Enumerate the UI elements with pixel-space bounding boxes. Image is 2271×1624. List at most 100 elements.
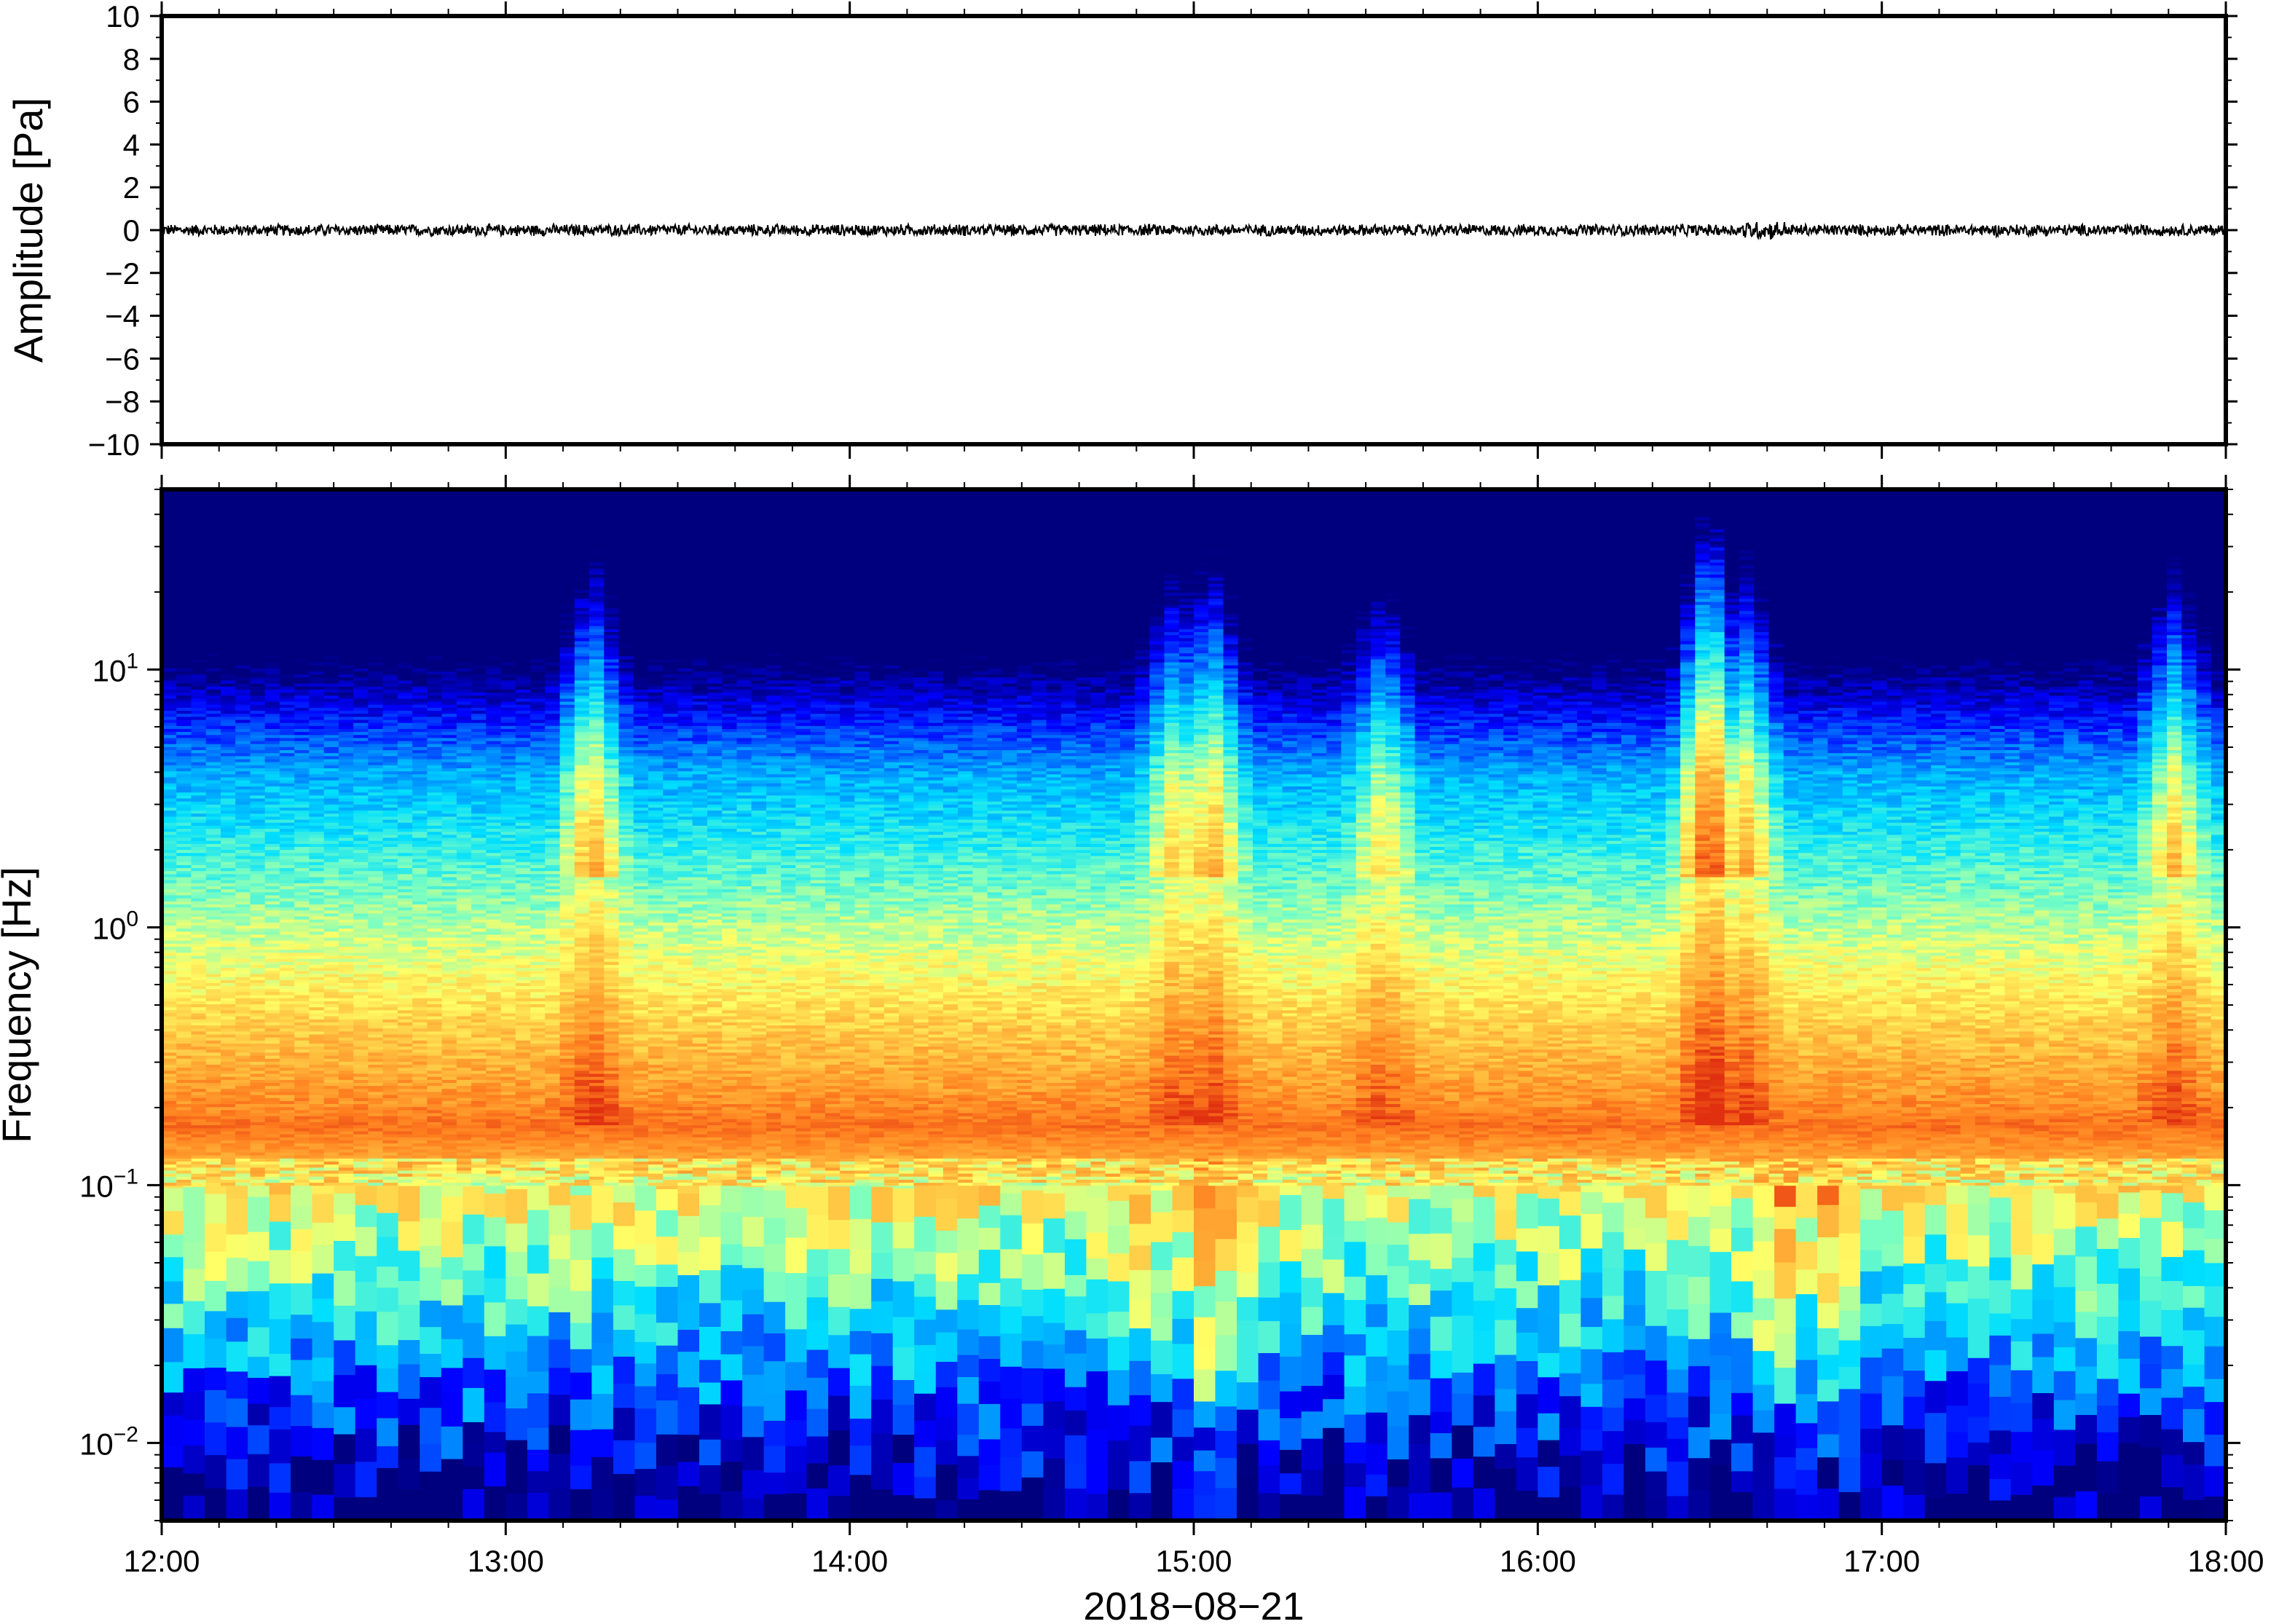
spectrogram-cell [1064,1462,1087,1489]
spectrogram-cell [162,925,178,929]
spectrogram-cell [176,931,192,935]
spectrogram-cell [162,1140,178,1144]
spectrogram-cell [162,804,178,808]
spectrogram-cell [1602,1463,1625,1495]
spectrogram-cell [191,1079,207,1083]
spectrogram-cell [191,985,207,990]
spectrogram-cell [176,843,192,847]
spectrogram-cell [978,1489,1001,1521]
spectrogram-cell [463,1294,485,1323]
spectrogram-cell [1623,1491,1646,1521]
spectrogram-cell [1559,1427,1582,1456]
spectrogram-cell [205,1389,227,1423]
spectrogram-cell [162,973,178,977]
spectrogram-cell [1881,1459,1905,1486]
spectrogram-cell [1107,1336,1130,1371]
spectrogram-cell [1946,1336,1969,1371]
spectrogram-cell [176,1182,192,1186]
spectrogram-cell [162,713,178,717]
spectrogram-cell [205,1367,227,1390]
spectrogram-cell [1280,1473,1302,1494]
spectrogram-cell [162,698,178,702]
spectrogram-cell [1344,1486,1367,1521]
spectrogram-cell [162,864,178,869]
amplitude-y-tick-label: 10 [106,0,140,33]
spectrogram-cell [176,979,192,983]
spectrogram-cell [1688,1426,1711,1459]
spectrogram-cell [191,1122,207,1126]
spectrogram-cell [613,1383,636,1408]
spectrogram-cell [176,511,192,515]
spectrogram-cell [1043,1487,1066,1521]
spectrogram-cell [176,543,192,548]
spectrogram-cell [355,1398,378,1430]
spectrogram-cell [1752,1486,1775,1521]
spectrogram-cell [505,1188,528,1224]
spectrogram-cell [742,1215,765,1247]
spectrogram-cell [269,1428,292,1464]
spectrogram-cell [1086,1185,1109,1197]
spectrogram-cell [441,1256,464,1280]
spectrogram-cell [176,800,192,805]
spectrogram-cell [191,1057,207,1062]
spectrogram-cell [162,900,178,904]
spectrogram-cell [176,1122,192,1126]
spectrogram-cell [191,997,207,1001]
spectrogram-cell [548,1424,571,1454]
spectrogram-cell [1645,1185,1668,1187]
spectrogram-cell [634,1363,657,1387]
spectrogram-cell [176,707,192,712]
spectrogram-cell [1795,1185,1819,1218]
spectrogram-cell [1237,1296,1259,1321]
spectrogram-cell [398,1457,421,1489]
spectrogram-cell [1387,1364,1410,1392]
spectrogram-cell [1731,1312,1754,1339]
spectrogram-cell [1516,1185,1539,1194]
spectrogram-cell [1709,1205,1732,1229]
spectrogram-cell [505,1251,528,1277]
spectrogram-cell [2032,1392,2055,1419]
spectrogram-cell [176,982,192,987]
spectrogram-cell [441,1392,464,1427]
spectrogram-cell [162,556,178,560]
spectrogram-cell [505,1223,528,1253]
spectrogram-cell [1860,1249,1883,1272]
spectrogram-cell [162,716,178,720]
spectrogram-cell [1430,1207,1453,1234]
spectrogram-cell [162,967,178,971]
spectrogram-cell [2032,1298,2055,1334]
spectrogram-cell [291,1282,313,1315]
spectrogram-cell [2183,1285,2205,1308]
spectrogram-cell [162,813,178,817]
spectrogram-cell [1452,1198,1474,1222]
spectrogram-cell [162,779,178,784]
spectrogram-cell [1538,1197,1560,1226]
spectrogram-cell [591,1185,614,1193]
spectrogram-cell [1301,1306,1324,1335]
spectrogram-cell [1000,1185,1023,1194]
spectrogram-cell [176,679,192,684]
spectrogram-cell [1344,1276,1367,1301]
spectrogram-cell [162,543,178,548]
spectrogram-cell [1194,1494,1216,1521]
spectrogram-cell [334,1374,356,1408]
spectrogram-cell [398,1424,421,1459]
spectrogram-cell [1860,1188,1883,1220]
spectrogram-cell [176,1100,192,1105]
spectrogram-cell [892,1221,916,1249]
spectrogram-cell [176,864,192,869]
spectrogram-cell [377,1236,399,1267]
spectrogram-cell [162,939,178,944]
spectrogram-cell [1795,1293,1819,1328]
spectrogram-cell [849,1308,873,1331]
spectrogram-cell [176,622,192,626]
spectrogram-cell [1516,1427,1539,1458]
spectrogram-cell [2053,1399,2077,1430]
spectrogram-cell [162,1124,178,1129]
amplitude-y-tick-label: 2 [123,170,140,205]
spectrogram-cell [1559,1312,1582,1347]
spectrogram-cell [1774,1488,1797,1521]
spectrogram-cell [191,994,207,998]
spectrogram-cell [162,1082,178,1087]
spectrogram-cell [570,1371,593,1400]
